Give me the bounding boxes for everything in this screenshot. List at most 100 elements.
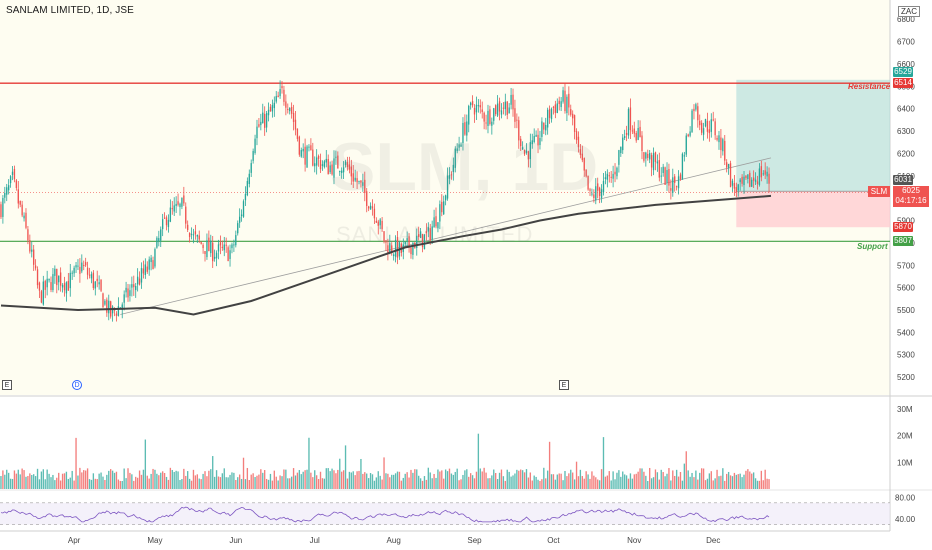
last-price-badge: 6025 04:17:16 xyxy=(893,186,929,207)
volume-bar xyxy=(110,469,112,489)
volume-bar xyxy=(751,473,753,489)
candle-body xyxy=(448,175,451,179)
volume-bar xyxy=(726,473,728,489)
time-axis[interactable]: Apr May Jun Jul Aug Sep Oct Nov Dec xyxy=(68,536,720,545)
candle-body xyxy=(598,187,601,196)
candle-body xyxy=(575,131,578,141)
volume-bar xyxy=(423,476,426,489)
candle-body xyxy=(392,254,395,256)
candle-body xyxy=(764,170,766,175)
volume-bar xyxy=(481,471,483,489)
volume-bar xyxy=(9,478,12,489)
volume-bar xyxy=(429,472,431,489)
candle-body xyxy=(217,244,220,252)
candle-body xyxy=(481,109,483,112)
earnings-marker-2[interactable]: E xyxy=(559,380,569,390)
candle-body xyxy=(333,158,335,178)
volume-bar xyxy=(102,476,104,489)
dividend-marker[interactable]: D xyxy=(72,380,82,390)
candle-body xyxy=(289,107,291,112)
volume-bar xyxy=(129,472,131,489)
candle-body xyxy=(331,164,333,175)
candle-body xyxy=(391,245,393,253)
candle-body xyxy=(568,93,570,108)
volume-bar xyxy=(314,470,316,489)
volume-bar xyxy=(658,479,660,489)
candle-body xyxy=(712,119,714,121)
price-tick-label: 5400 xyxy=(897,328,915,337)
candle-body xyxy=(73,267,75,274)
volume-bar xyxy=(221,473,224,489)
volume-bar xyxy=(679,471,682,489)
volume-bar xyxy=(269,473,272,489)
candle-body xyxy=(102,293,104,308)
candle-body xyxy=(656,161,659,164)
horizontal-levels[interactable] xyxy=(0,82,890,242)
candle-body xyxy=(622,137,624,151)
volume-bar xyxy=(196,474,198,489)
candle-body xyxy=(196,235,198,237)
candle-body xyxy=(446,175,449,199)
trendline[interactable] xyxy=(120,157,772,315)
volume-bar xyxy=(277,480,279,489)
currency-label[interactable]: ZAC xyxy=(898,6,920,17)
candle-body xyxy=(381,220,383,230)
candle-body xyxy=(131,284,133,288)
candle-body xyxy=(163,217,166,219)
support-price-badge: 5807 xyxy=(893,236,913,246)
candle-body xyxy=(379,219,381,226)
candle-body xyxy=(254,138,256,154)
volume-bar xyxy=(541,479,543,489)
volume-bar xyxy=(177,471,179,489)
volume-bar xyxy=(421,480,424,489)
candle-body xyxy=(152,260,154,270)
candle-body xyxy=(608,175,610,177)
candle-body xyxy=(406,238,408,241)
candle-body xyxy=(552,106,555,108)
volume-bar xyxy=(410,469,412,489)
candle-body xyxy=(512,94,514,110)
volume-bar xyxy=(244,479,247,489)
price-tick-label: 5200 xyxy=(897,373,915,382)
candle-body xyxy=(252,151,254,161)
candle-body xyxy=(283,89,285,102)
candle-body xyxy=(539,138,541,146)
candle-body xyxy=(100,279,102,291)
candle-body xyxy=(724,140,726,161)
volume-bar xyxy=(577,476,580,489)
candlestick-series[interactable] xyxy=(0,80,770,322)
volume-bar xyxy=(408,477,410,489)
candle-body xyxy=(242,201,245,217)
volume-bar xyxy=(79,467,81,489)
symbol-header[interactable]: SANLAM LIMITED, 1D, JSE xyxy=(6,5,134,16)
candle-body xyxy=(27,229,29,241)
candle-body xyxy=(148,259,150,270)
volume-bar xyxy=(706,478,709,489)
volume-bar xyxy=(188,478,191,489)
candle-body xyxy=(221,246,224,248)
long-position-tool[interactable] xyxy=(736,79,890,228)
volume-bar xyxy=(677,476,680,489)
volume-bar xyxy=(514,473,516,489)
candle-body xyxy=(185,206,187,224)
candle-body xyxy=(614,171,616,175)
volume-bar xyxy=(446,471,449,489)
candle-body xyxy=(585,169,587,177)
earnings-marker[interactable]: E xyxy=(2,380,12,390)
candle-body xyxy=(364,179,366,193)
volume-bar xyxy=(341,471,343,489)
candle-body xyxy=(566,96,568,114)
volume-bar xyxy=(527,477,530,489)
volume-bar xyxy=(635,473,637,489)
volume-bar xyxy=(537,479,539,489)
candle-body xyxy=(294,119,297,130)
volume-bar xyxy=(358,470,360,489)
volume-bar xyxy=(325,468,327,489)
volume-bar xyxy=(160,472,162,489)
candle-body xyxy=(6,187,8,195)
volume-bar xyxy=(741,477,743,489)
volume-bar xyxy=(108,470,110,489)
candle-body xyxy=(58,275,60,283)
price-tick-label: 6200 xyxy=(897,149,915,158)
